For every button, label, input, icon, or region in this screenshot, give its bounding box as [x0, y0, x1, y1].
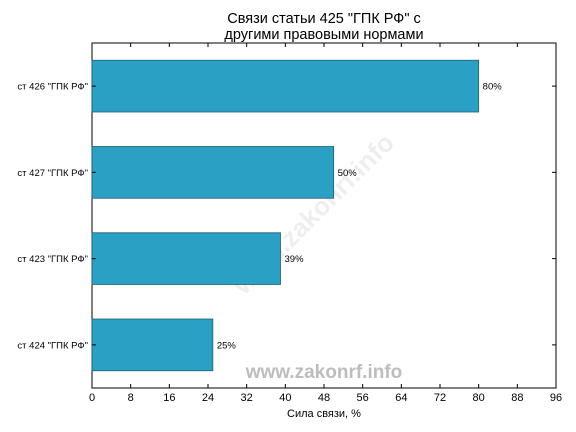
x-tick-label: 56: [357, 392, 369, 404]
bar: [91, 59, 480, 113]
y-tick-label: ст 427 "ГПК РФ": [17, 168, 88, 179]
x-tick-label: 40: [279, 392, 291, 404]
bar-value-label: 25%: [217, 340, 237, 351]
x-tick-label: 32: [241, 392, 253, 404]
bar: [91, 232, 281, 285]
bar-value-label: 80%: [483, 82, 503, 93]
x-tick-label: 16: [163, 392, 175, 404]
bar: [91, 146, 335, 199]
x-tick-label: 88: [511, 392, 523, 404]
bar-value-label: 39%: [285, 254, 305, 265]
bar: [91, 318, 214, 372]
y-tick-label: ст 423 "ГПК РФ": [17, 254, 88, 265]
watermark-text: www.zakonrf.info: [245, 362, 403, 383]
chart-title-line-1: Связи статьи 425 "ГПК РФ" с: [227, 11, 421, 27]
x-tick-label: 0: [89, 392, 95, 404]
y-tick-label: ст 424 "ГПК РФ": [17, 340, 88, 351]
x-tick-label: 72: [434, 392, 446, 404]
x-axis-label: Сила связи, %: [287, 408, 361, 420]
x-tick-label: 8: [128, 392, 134, 404]
bar-value-label: 50%: [338, 168, 358, 179]
x-tick-label: 48: [318, 392, 330, 404]
x-tick-label: 96: [550, 392, 562, 404]
chart-title-line-2: другими правовыми нормами: [224, 27, 423, 43]
x-tick-label: 24: [202, 392, 214, 404]
chart-marks: 80% ст 426 "ГПК РФ" 50% ст 427 "ГПК РФ" 39% с…: [17, 43, 562, 404]
x-tick-label: 80: [473, 392, 485, 404]
x-tick-label: 64: [395, 392, 407, 404]
y-tick-label: ст 426 "ГПК РФ": [17, 82, 88, 93]
